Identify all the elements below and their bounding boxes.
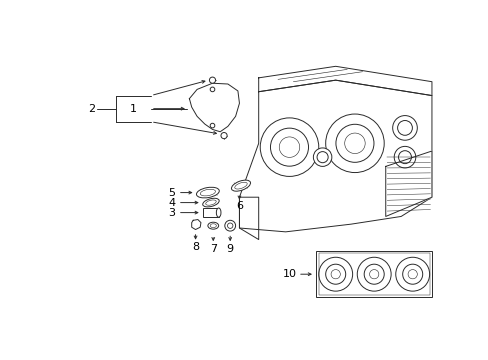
Circle shape <box>318 257 352 291</box>
Polygon shape <box>385 151 431 216</box>
Circle shape <box>364 264 384 284</box>
Circle shape <box>393 147 415 168</box>
Bar <box>316 251 431 297</box>
Text: 1: 1 <box>129 104 137 114</box>
Polygon shape <box>189 83 239 132</box>
Text: 4: 4 <box>168 198 175 208</box>
Circle shape <box>313 148 331 166</box>
Polygon shape <box>239 80 431 232</box>
Circle shape <box>325 264 345 284</box>
Circle shape <box>369 270 378 279</box>
Circle shape <box>407 270 416 279</box>
Circle shape <box>357 257 390 291</box>
Ellipse shape <box>207 222 218 229</box>
Circle shape <box>209 77 215 83</box>
Ellipse shape <box>216 208 221 217</box>
Ellipse shape <box>203 198 219 207</box>
Circle shape <box>260 118 318 176</box>
Ellipse shape <box>231 180 250 191</box>
Circle shape <box>392 116 416 140</box>
Circle shape <box>330 270 340 279</box>
Text: 7: 7 <box>209 244 216 254</box>
Text: 3: 3 <box>168 208 175 217</box>
Circle shape <box>395 257 429 291</box>
Circle shape <box>402 264 422 284</box>
Text: 9: 9 <box>226 244 233 254</box>
Polygon shape <box>239 197 258 239</box>
Bar <box>318 253 429 295</box>
Text: 10: 10 <box>283 269 297 279</box>
Bar <box>203 208 218 217</box>
Circle shape <box>224 220 235 231</box>
Polygon shape <box>258 66 431 95</box>
Polygon shape <box>191 220 201 230</box>
Ellipse shape <box>196 187 219 198</box>
Circle shape <box>210 87 214 92</box>
Text: 2: 2 <box>88 104 95 114</box>
Circle shape <box>325 114 384 172</box>
Text: 8: 8 <box>192 242 199 252</box>
Text: 6: 6 <box>236 202 243 211</box>
Text: 5: 5 <box>168 188 175 198</box>
Circle shape <box>221 132 226 139</box>
Circle shape <box>210 123 214 128</box>
